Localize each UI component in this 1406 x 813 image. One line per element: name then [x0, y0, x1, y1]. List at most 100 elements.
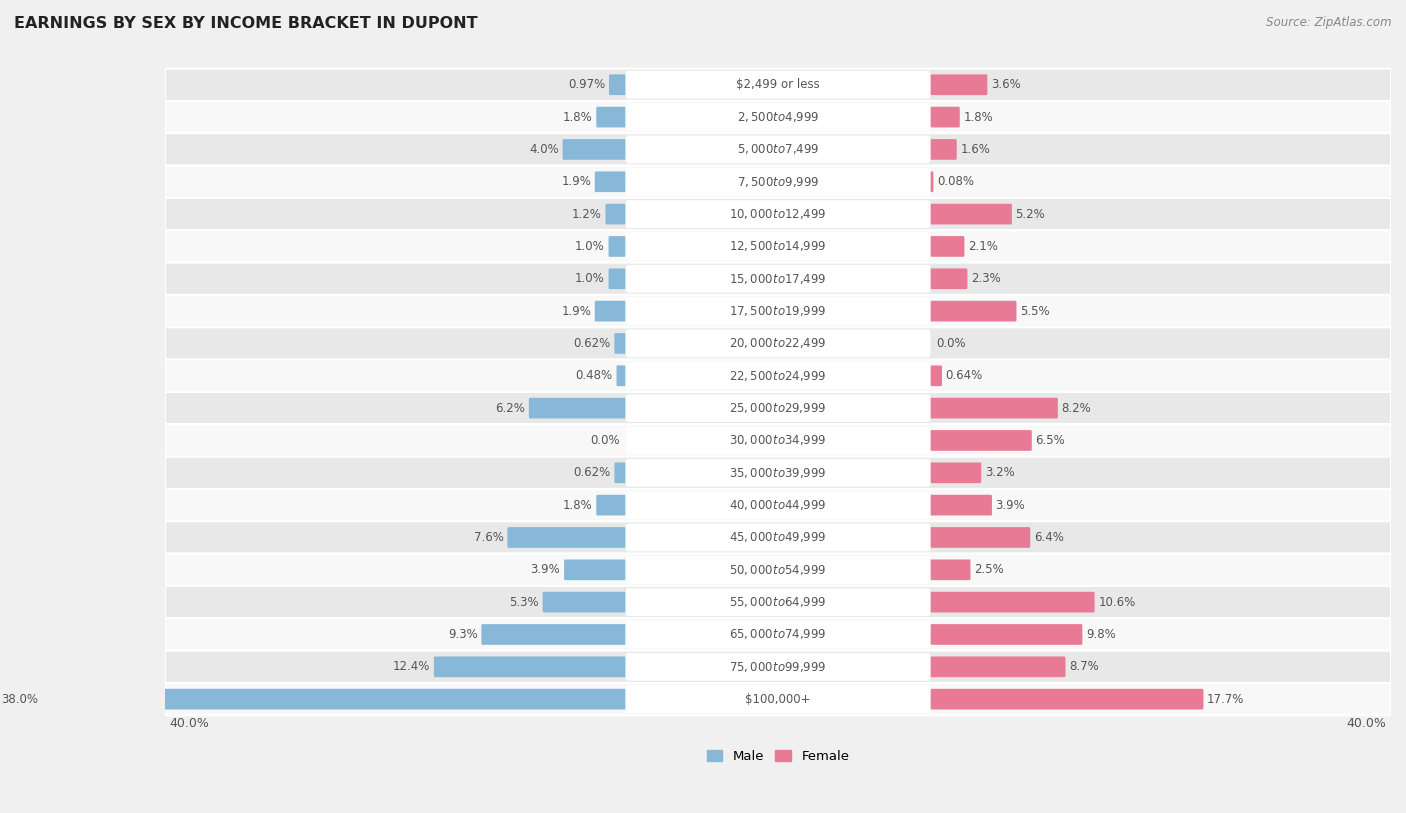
FancyBboxPatch shape	[562, 139, 626, 160]
FancyBboxPatch shape	[931, 689, 1204, 710]
Text: $30,000 to $34,999: $30,000 to $34,999	[730, 433, 827, 447]
FancyBboxPatch shape	[609, 236, 626, 257]
FancyBboxPatch shape	[165, 521, 1391, 554]
Text: 1.8%: 1.8%	[562, 111, 592, 124]
FancyBboxPatch shape	[165, 683, 1391, 715]
FancyBboxPatch shape	[165, 392, 1391, 424]
Text: 3.9%: 3.9%	[995, 498, 1025, 511]
FancyBboxPatch shape	[596, 495, 626, 515]
FancyBboxPatch shape	[931, 236, 965, 257]
Text: 0.64%: 0.64%	[946, 369, 983, 382]
FancyBboxPatch shape	[626, 394, 931, 422]
FancyBboxPatch shape	[165, 68, 1391, 101]
Text: 3.9%: 3.9%	[530, 563, 561, 576]
Text: 40.0%: 40.0%	[170, 717, 209, 730]
FancyBboxPatch shape	[626, 427, 931, 454]
FancyBboxPatch shape	[626, 233, 931, 260]
FancyBboxPatch shape	[931, 301, 1017, 321]
Text: $15,000 to $17,499: $15,000 to $17,499	[730, 272, 827, 286]
Text: 0.62%: 0.62%	[574, 467, 610, 480]
FancyBboxPatch shape	[165, 650, 1391, 683]
Text: 1.9%: 1.9%	[561, 305, 591, 318]
Text: 0.62%: 0.62%	[574, 337, 610, 350]
FancyBboxPatch shape	[481, 624, 626, 645]
Text: $12,500 to $14,999: $12,500 to $14,999	[730, 240, 827, 254]
FancyBboxPatch shape	[626, 556, 931, 584]
FancyBboxPatch shape	[931, 656, 1066, 677]
FancyBboxPatch shape	[626, 685, 931, 713]
FancyBboxPatch shape	[606, 204, 626, 224]
FancyBboxPatch shape	[609, 268, 626, 289]
FancyBboxPatch shape	[616, 365, 626, 386]
FancyBboxPatch shape	[614, 333, 626, 354]
FancyBboxPatch shape	[165, 101, 1391, 133]
FancyBboxPatch shape	[626, 298, 931, 325]
Text: 12.4%: 12.4%	[392, 660, 430, 673]
FancyBboxPatch shape	[595, 301, 626, 321]
FancyBboxPatch shape	[931, 527, 1031, 548]
Text: $40,000 to $44,999: $40,000 to $44,999	[730, 498, 827, 512]
Text: $5,000 to $7,499: $5,000 to $7,499	[737, 142, 820, 156]
FancyBboxPatch shape	[626, 71, 931, 98]
FancyBboxPatch shape	[931, 172, 934, 192]
FancyBboxPatch shape	[931, 139, 956, 160]
Text: 0.97%: 0.97%	[568, 78, 606, 91]
FancyBboxPatch shape	[564, 559, 626, 580]
Text: 3.2%: 3.2%	[986, 467, 1015, 480]
Text: 5.5%: 5.5%	[1021, 305, 1050, 318]
Text: 17.7%: 17.7%	[1208, 693, 1244, 706]
FancyBboxPatch shape	[165, 263, 1391, 295]
Text: Source: ZipAtlas.com: Source: ZipAtlas.com	[1267, 16, 1392, 29]
FancyBboxPatch shape	[931, 107, 960, 128]
FancyBboxPatch shape	[931, 463, 981, 483]
FancyBboxPatch shape	[165, 586, 1391, 619]
Text: $45,000 to $49,999: $45,000 to $49,999	[730, 530, 827, 545]
Text: 0.48%: 0.48%	[575, 369, 613, 382]
FancyBboxPatch shape	[931, 624, 1083, 645]
Text: 0.0%: 0.0%	[936, 337, 966, 350]
FancyBboxPatch shape	[626, 167, 931, 196]
FancyBboxPatch shape	[626, 459, 931, 487]
FancyBboxPatch shape	[626, 329, 931, 358]
Text: 10.6%: 10.6%	[1098, 596, 1136, 609]
Text: 5.3%: 5.3%	[509, 596, 538, 609]
FancyBboxPatch shape	[931, 398, 1057, 419]
FancyBboxPatch shape	[165, 230, 1391, 263]
Text: 40.0%: 40.0%	[1347, 717, 1386, 730]
Text: $20,000 to $22,499: $20,000 to $22,499	[730, 337, 827, 350]
FancyBboxPatch shape	[931, 495, 993, 515]
FancyBboxPatch shape	[165, 133, 1391, 166]
Text: 6.2%: 6.2%	[495, 402, 526, 415]
FancyBboxPatch shape	[626, 524, 931, 551]
Text: 6.5%: 6.5%	[1035, 434, 1066, 447]
Text: 1.0%: 1.0%	[575, 240, 605, 253]
Text: $7,500 to $9,999: $7,500 to $9,999	[737, 175, 820, 189]
FancyBboxPatch shape	[508, 527, 626, 548]
Text: $55,000 to $64,999: $55,000 to $64,999	[730, 595, 827, 609]
FancyBboxPatch shape	[165, 619, 1391, 650]
Text: 1.8%: 1.8%	[562, 498, 592, 511]
FancyBboxPatch shape	[165, 328, 1391, 359]
FancyBboxPatch shape	[165, 166, 1391, 198]
FancyBboxPatch shape	[42, 689, 626, 710]
FancyBboxPatch shape	[595, 172, 626, 192]
FancyBboxPatch shape	[165, 198, 1391, 230]
Text: 7.6%: 7.6%	[474, 531, 503, 544]
Text: $35,000 to $39,999: $35,000 to $39,999	[730, 466, 827, 480]
FancyBboxPatch shape	[165, 295, 1391, 328]
Text: $65,000 to $74,999: $65,000 to $74,999	[730, 628, 827, 641]
Text: $2,500 to $4,999: $2,500 to $4,999	[737, 110, 820, 124]
FancyBboxPatch shape	[931, 430, 1032, 450]
FancyBboxPatch shape	[596, 107, 626, 128]
FancyBboxPatch shape	[931, 592, 1095, 612]
FancyBboxPatch shape	[543, 592, 626, 612]
FancyBboxPatch shape	[626, 200, 931, 228]
Text: 8.2%: 8.2%	[1062, 402, 1091, 415]
FancyBboxPatch shape	[626, 491, 931, 519]
Text: 1.2%: 1.2%	[572, 207, 602, 220]
FancyBboxPatch shape	[931, 204, 1012, 224]
Text: $2,499 or less: $2,499 or less	[737, 78, 820, 91]
Text: 1.0%: 1.0%	[575, 272, 605, 285]
Text: 38.0%: 38.0%	[1, 693, 38, 706]
FancyBboxPatch shape	[614, 463, 626, 483]
